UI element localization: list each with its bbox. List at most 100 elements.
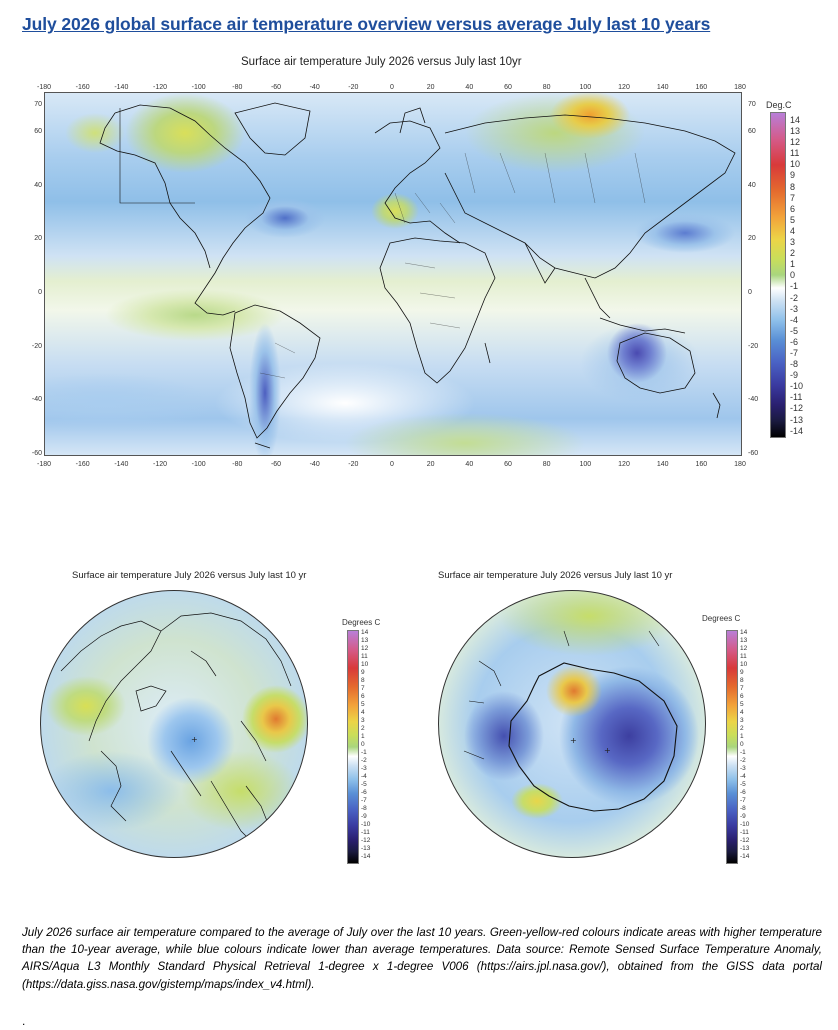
y-tick-label: 70	[34, 101, 42, 109]
x-tick-label: 20	[426, 84, 435, 91]
colorbar-tick-label: -10	[790, 381, 804, 392]
x-tick-label: 0	[390, 84, 394, 91]
x-tick-label: -80	[232, 84, 243, 91]
colorbar-tick-label: 6	[740, 693, 744, 700]
colorbar-tick-label: 7	[740, 685, 744, 692]
colorbar-tick-label: -1	[740, 749, 746, 756]
colorbar-tick-label: -14	[790, 425, 804, 436]
colorbar-tick-label: -2	[790, 292, 799, 303]
colorbar-tick-label: 1	[361, 733, 365, 740]
colorbar-tick-label: 12	[361, 645, 369, 652]
y-tick-label: 40	[34, 181, 42, 189]
colorbar-tick-label: 1	[790, 259, 796, 270]
x-tick-label: 40	[465, 84, 474, 91]
colorbar-tick-label: -11	[740, 829, 749, 836]
colorbar-tick-label: -10	[740, 821, 750, 828]
world-colorbar-ticks: 14 13 12 11 10 9 8 7 6 5 4 3 2 1 0 -1 -2 -3 -4 -5 -6 -7 -8 -9 -1…	[790, 115, 804, 438]
colorbar-tick-label: 7	[790, 192, 796, 203]
world-colorbar	[770, 112, 786, 438]
x-tick-label: 40	[465, 461, 474, 468]
colorbar-tick-label: 7	[361, 685, 365, 692]
colorbar-tick-label: 10	[740, 661, 748, 668]
colorbar-tick-label: -10	[361, 821, 371, 828]
colorbar-tick-label: 3	[790, 237, 796, 248]
colorbar-tick-label: -14	[740, 853, 750, 860]
y-tick-label: -40	[31, 396, 42, 404]
x-tick-label: -40	[309, 461, 320, 468]
colorbar-tick-label: -9	[790, 370, 799, 381]
y-tick-label: -40	[748, 396, 759, 404]
x-tick-label: 60	[504, 84, 512, 91]
colorbar-tick-label: -8	[790, 359, 799, 370]
y-tick-label: 60	[34, 128, 42, 136]
figure-caption: July 2026 surface air temperature compar…	[22, 926, 822, 991]
colorbar-tick-label: 1	[740, 733, 744, 740]
x-tick-label: -120	[152, 461, 168, 468]
colorbar-tick-label: 9	[740, 669, 744, 676]
colorbar-tick-label: 10	[361, 661, 369, 668]
x-tick-label: -160	[75, 84, 90, 91]
colorbar-tick-label: 9	[361, 669, 365, 676]
south-colorbar-title: Degrees C	[702, 614, 741, 623]
colorbar-tick-label: -4	[790, 314, 799, 325]
colorbar-tick-label: -1	[790, 281, 799, 292]
x-tick-label: -80	[232, 461, 243, 468]
colorbar-tick-label: 2	[740, 725, 744, 732]
colorbar-tick-label: -7	[740, 797, 746, 804]
colorbar-tick-label: -14	[361, 853, 371, 860]
colorbar-tick-label: -6	[361, 789, 367, 796]
colorbar-tick-label: -1	[361, 749, 367, 756]
y-tick-label: 40	[748, 181, 756, 189]
colorbar-tick-label: 5	[361, 701, 365, 708]
colorbar-tick-label: 13	[790, 126, 801, 137]
colorbar-tick-label: -11	[361, 829, 370, 836]
x-tick-label: 0	[390, 461, 394, 468]
colorbar-tick-label: 3	[740, 717, 744, 724]
y-tick-label: 70	[748, 101, 756, 109]
x-tick-label: -180	[36, 84, 52, 91]
colorbar-tick-label: -2	[361, 757, 367, 764]
colorbar-tick-label: 12	[790, 137, 801, 148]
x-tick-label: -20	[348, 461, 359, 468]
x-tick-label: 180	[734, 84, 746, 91]
y-tick-label: 0	[748, 289, 752, 297]
north-colorbar-title: Degrees C	[342, 618, 381, 627]
colorbar-tick-label: 4	[361, 709, 365, 716]
colorbar-tick-label: 0	[361, 741, 365, 748]
x-tick-label: -20	[348, 84, 359, 91]
colorbar-tick-label: 4	[790, 225, 796, 236]
x-tick-label: 180	[734, 461, 746, 468]
world-map-x-axis-bottom: -180 -160 -140 -120 -100 -80 -60 -40 -20 0 20 40 60 8…	[37, 461, 746, 469]
x-tick-label: 100	[579, 84, 592, 91]
colorbar-tick-label: -13	[790, 414, 804, 425]
y-tick-label: -60	[748, 450, 759, 457]
south-polar-coastlines: + +	[463, 630, 678, 812]
colorbar-tick-label: -4	[740, 773, 746, 780]
colorbar-tick-label: 2	[361, 725, 365, 732]
x-tick-label: -100	[191, 84, 206, 91]
world-coastlines	[99, 102, 736, 449]
y-tick-label: -20	[748, 342, 759, 350]
x-tick-label: -160	[75, 461, 90, 468]
y-tick-label: 0	[38, 289, 42, 297]
world-anomaly-map	[44, 92, 742, 456]
colorbar-tick-label: 14	[790, 115, 801, 125]
colorbar-tick-label: 14	[740, 629, 748, 636]
colorbar-tick-label: -2	[740, 757, 746, 764]
colorbar-tick-label: 0	[740, 741, 744, 748]
south-polar-map: + +	[438, 590, 706, 858]
svg-text:+: +	[191, 735, 198, 744]
x-tick-label: 140	[656, 84, 669, 91]
svg-text:+: +	[604, 746, 611, 755]
x-tick-label: 60	[504, 461, 512, 468]
world-colorbar-title: Deg.C	[766, 100, 792, 110]
trailing-mark: .	[22, 1014, 26, 1028]
colorbar-tick-label: 11	[790, 148, 800, 159]
colorbar-tick-label: -4	[361, 773, 367, 780]
colorbar-tick-label: -3	[361, 765, 367, 772]
y-tick-label: -60	[31, 450, 42, 457]
colorbar-tick-label: -13	[361, 845, 371, 852]
page-title: July 2026 global surface air temperature…	[22, 14, 711, 34]
colorbar-tick-label: -13	[740, 845, 750, 852]
x-tick-label: -140	[114, 461, 129, 468]
